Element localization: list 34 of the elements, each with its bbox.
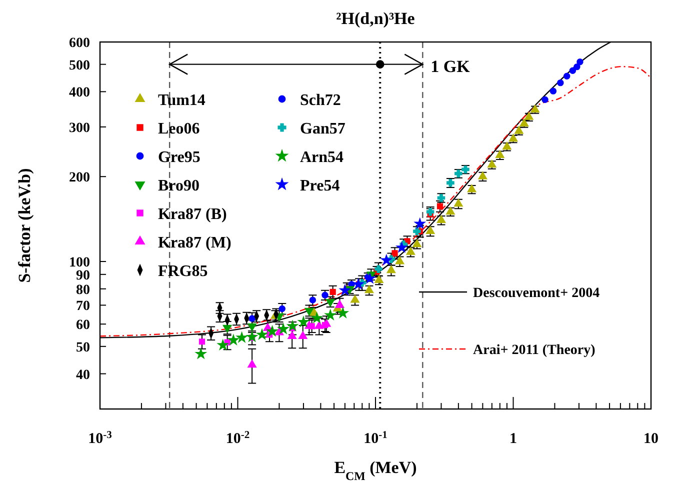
y-tick-label: 60 [76, 318, 90, 334]
legend-label: Arai+ 2011 (Theory) [473, 343, 596, 358]
y-tick-label: 80 [76, 282, 90, 298]
y-tick-label: 90 [76, 268, 90, 284]
y-tick-label: 400 [69, 86, 90, 101]
legend-label: Kra87 (M) [158, 234, 232, 252]
x-tick-label: 10$^{-3}$ [88, 430, 112, 447]
y-tick-label: 100 [69, 256, 90, 271]
legend-label: Descouvemont+ 2004 [473, 286, 600, 301]
legend-label: Pre54 [300, 178, 340, 194]
legend-label: Kra87 (B) [158, 206, 227, 223]
legend-label: Sch72 [300, 92, 341, 109]
y-tick-label: 200 [69, 170, 90, 186]
y-tick-label: 600 [69, 36, 90, 51]
legend-label: Arn54 [300, 149, 344, 166]
x-tick-label: 10$^{-2}$ [226, 430, 250, 447]
legend-label: Tum14 [158, 92, 206, 109]
legend-label: Gan57 [300, 120, 346, 138]
y-tick-label: 50 [76, 340, 90, 356]
legend-label: Leo06 [158, 120, 200, 138]
legend-label: FRG85 [158, 263, 208, 280]
x-tick-label: 10 [644, 431, 658, 447]
y-tick-label: 70 [76, 299, 90, 314]
legend-label: Gre95 [158, 149, 200, 166]
legend-label: Bro90 [158, 178, 200, 194]
y-tick-label: 500 [69, 58, 90, 74]
x-tick-label: 1 [510, 431, 517, 447]
y-axis-title: S-factor (keV.b) [15, 168, 34, 283]
chart-title: ²H(d,n)³He [336, 9, 416, 28]
x-axis-title: E$_{CM}$ (MeV) [334, 458, 417, 483]
ref-line-label: 1 GK [430, 57, 471, 76]
x-tick-label: 10$^{-1}$ [364, 430, 388, 447]
y-tick-label: 300 [69, 120, 90, 136]
y-tick-label: 40 [76, 368, 90, 383]
